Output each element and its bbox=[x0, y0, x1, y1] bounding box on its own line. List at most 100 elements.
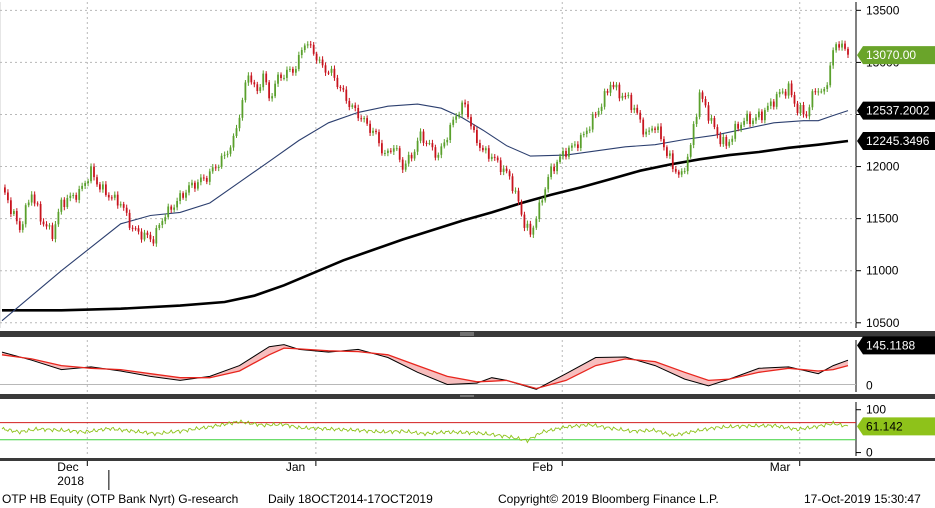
ma-long-line bbox=[2, 139, 849, 312]
candle-body bbox=[72, 195, 75, 196]
candle-body bbox=[526, 223, 529, 228]
candle-body bbox=[170, 206, 173, 210]
candle-body bbox=[395, 148, 398, 150]
candle-body bbox=[793, 95, 796, 104]
candle-body bbox=[155, 228, 158, 244]
candle-body bbox=[286, 69, 288, 78]
candle-body bbox=[63, 199, 66, 207]
candle-body bbox=[366, 118, 368, 124]
candle-body bbox=[520, 201, 523, 215]
candle-body bbox=[327, 72, 330, 74]
candle-body bbox=[571, 145, 573, 148]
candle-body bbox=[102, 184, 104, 190]
candle-body bbox=[223, 154, 226, 156]
macd-value-tag: 145.1188 bbox=[866, 338, 915, 352]
candle-body bbox=[452, 119, 455, 125]
candle-body bbox=[253, 82, 256, 85]
candle-body bbox=[544, 189, 547, 201]
candle-body bbox=[814, 91, 817, 93]
candle-body bbox=[348, 100, 351, 107]
candle-body bbox=[633, 107, 636, 110]
candle-body bbox=[541, 200, 544, 203]
candle-body bbox=[636, 107, 639, 113]
candle-body bbox=[847, 48, 849, 55]
candle-body bbox=[467, 104, 469, 118]
candle-body bbox=[764, 110, 766, 121]
candle-body bbox=[487, 148, 490, 159]
candle-body bbox=[823, 89, 826, 92]
candle-body bbox=[820, 91, 823, 93]
candle-body bbox=[342, 88, 345, 90]
candle-body bbox=[244, 82, 247, 101]
candle-body bbox=[808, 107, 811, 117]
candle-body bbox=[131, 227, 134, 229]
candle-body bbox=[66, 198, 69, 207]
macd-line bbox=[1, 344, 849, 390]
candle-body bbox=[401, 159, 404, 170]
candle-body bbox=[722, 137, 725, 145]
candle-body bbox=[419, 131, 422, 141]
candle-body bbox=[191, 182, 193, 186]
candle-body bbox=[716, 127, 719, 136]
candle-body bbox=[42, 221, 45, 225]
footer-ticker: OTP HB Equity (OTP Bank Nyrt) G-research bbox=[2, 492, 238, 506]
candle-body bbox=[309, 44, 312, 46]
candle-body bbox=[440, 146, 443, 155]
candle-body bbox=[666, 147, 668, 156]
candle-body bbox=[256, 84, 259, 91]
candle-body bbox=[645, 131, 647, 135]
candle-body bbox=[39, 204, 42, 222]
candle-body bbox=[538, 202, 541, 219]
candle-body bbox=[375, 130, 377, 133]
candle-body bbox=[707, 105, 710, 121]
candle-body bbox=[179, 193, 181, 201]
candle-body bbox=[674, 169, 677, 172]
candle-body bbox=[648, 130, 650, 132]
footer-timestamp: 17-Oct-2019 15:30:47 bbox=[804, 492, 921, 506]
candle-body bbox=[372, 130, 374, 133]
candle-body bbox=[297, 55, 300, 70]
rsi-value-tag: 61.142 bbox=[866, 419, 903, 433]
candle-body bbox=[360, 118, 363, 120]
candle-body bbox=[75, 195, 78, 200]
panel-divider bbox=[0, 458, 935, 461]
candle-body bbox=[217, 166, 220, 168]
candle-body bbox=[761, 111, 763, 121]
macd-zero-tick: 0 bbox=[866, 378, 873, 392]
last-price-tag: 13070.00 bbox=[866, 48, 916, 62]
candle-body bbox=[591, 114, 594, 130]
candle-body bbox=[657, 126, 659, 130]
candle-body bbox=[128, 212, 131, 228]
candle-body bbox=[33, 194, 36, 204]
candle-body bbox=[30, 194, 33, 203]
candle-body bbox=[725, 137, 728, 146]
candle-body bbox=[378, 132, 380, 144]
candle-body bbox=[695, 116, 698, 124]
candle-body bbox=[27, 202, 30, 206]
x-tick-label: Feb bbox=[532, 460, 553, 474]
candle-body bbox=[713, 118, 716, 127]
rsi-line bbox=[1, 419, 849, 444]
candle-body bbox=[303, 45, 306, 50]
candle-body bbox=[265, 73, 268, 83]
candle-body bbox=[844, 43, 846, 49]
candle-body bbox=[437, 154, 440, 158]
candle-body bbox=[651, 128, 653, 131]
candle-body bbox=[769, 101, 772, 106]
candle-body bbox=[422, 131, 425, 143]
candle-body bbox=[443, 142, 446, 147]
candle-body bbox=[4, 187, 6, 193]
candle-body bbox=[579, 135, 582, 148]
candle-body bbox=[461, 102, 463, 115]
candle-body bbox=[484, 148, 487, 151]
candle-body bbox=[96, 177, 98, 185]
candle-body bbox=[704, 99, 707, 106]
candle-body bbox=[407, 154, 410, 164]
candle-body bbox=[588, 129, 591, 131]
candle-body bbox=[149, 234, 152, 240]
candle-body bbox=[778, 92, 781, 95]
candle-body bbox=[220, 155, 223, 167]
candle-body bbox=[247, 75, 250, 83]
candle-body bbox=[464, 102, 466, 105]
candle-body bbox=[701, 92, 704, 99]
